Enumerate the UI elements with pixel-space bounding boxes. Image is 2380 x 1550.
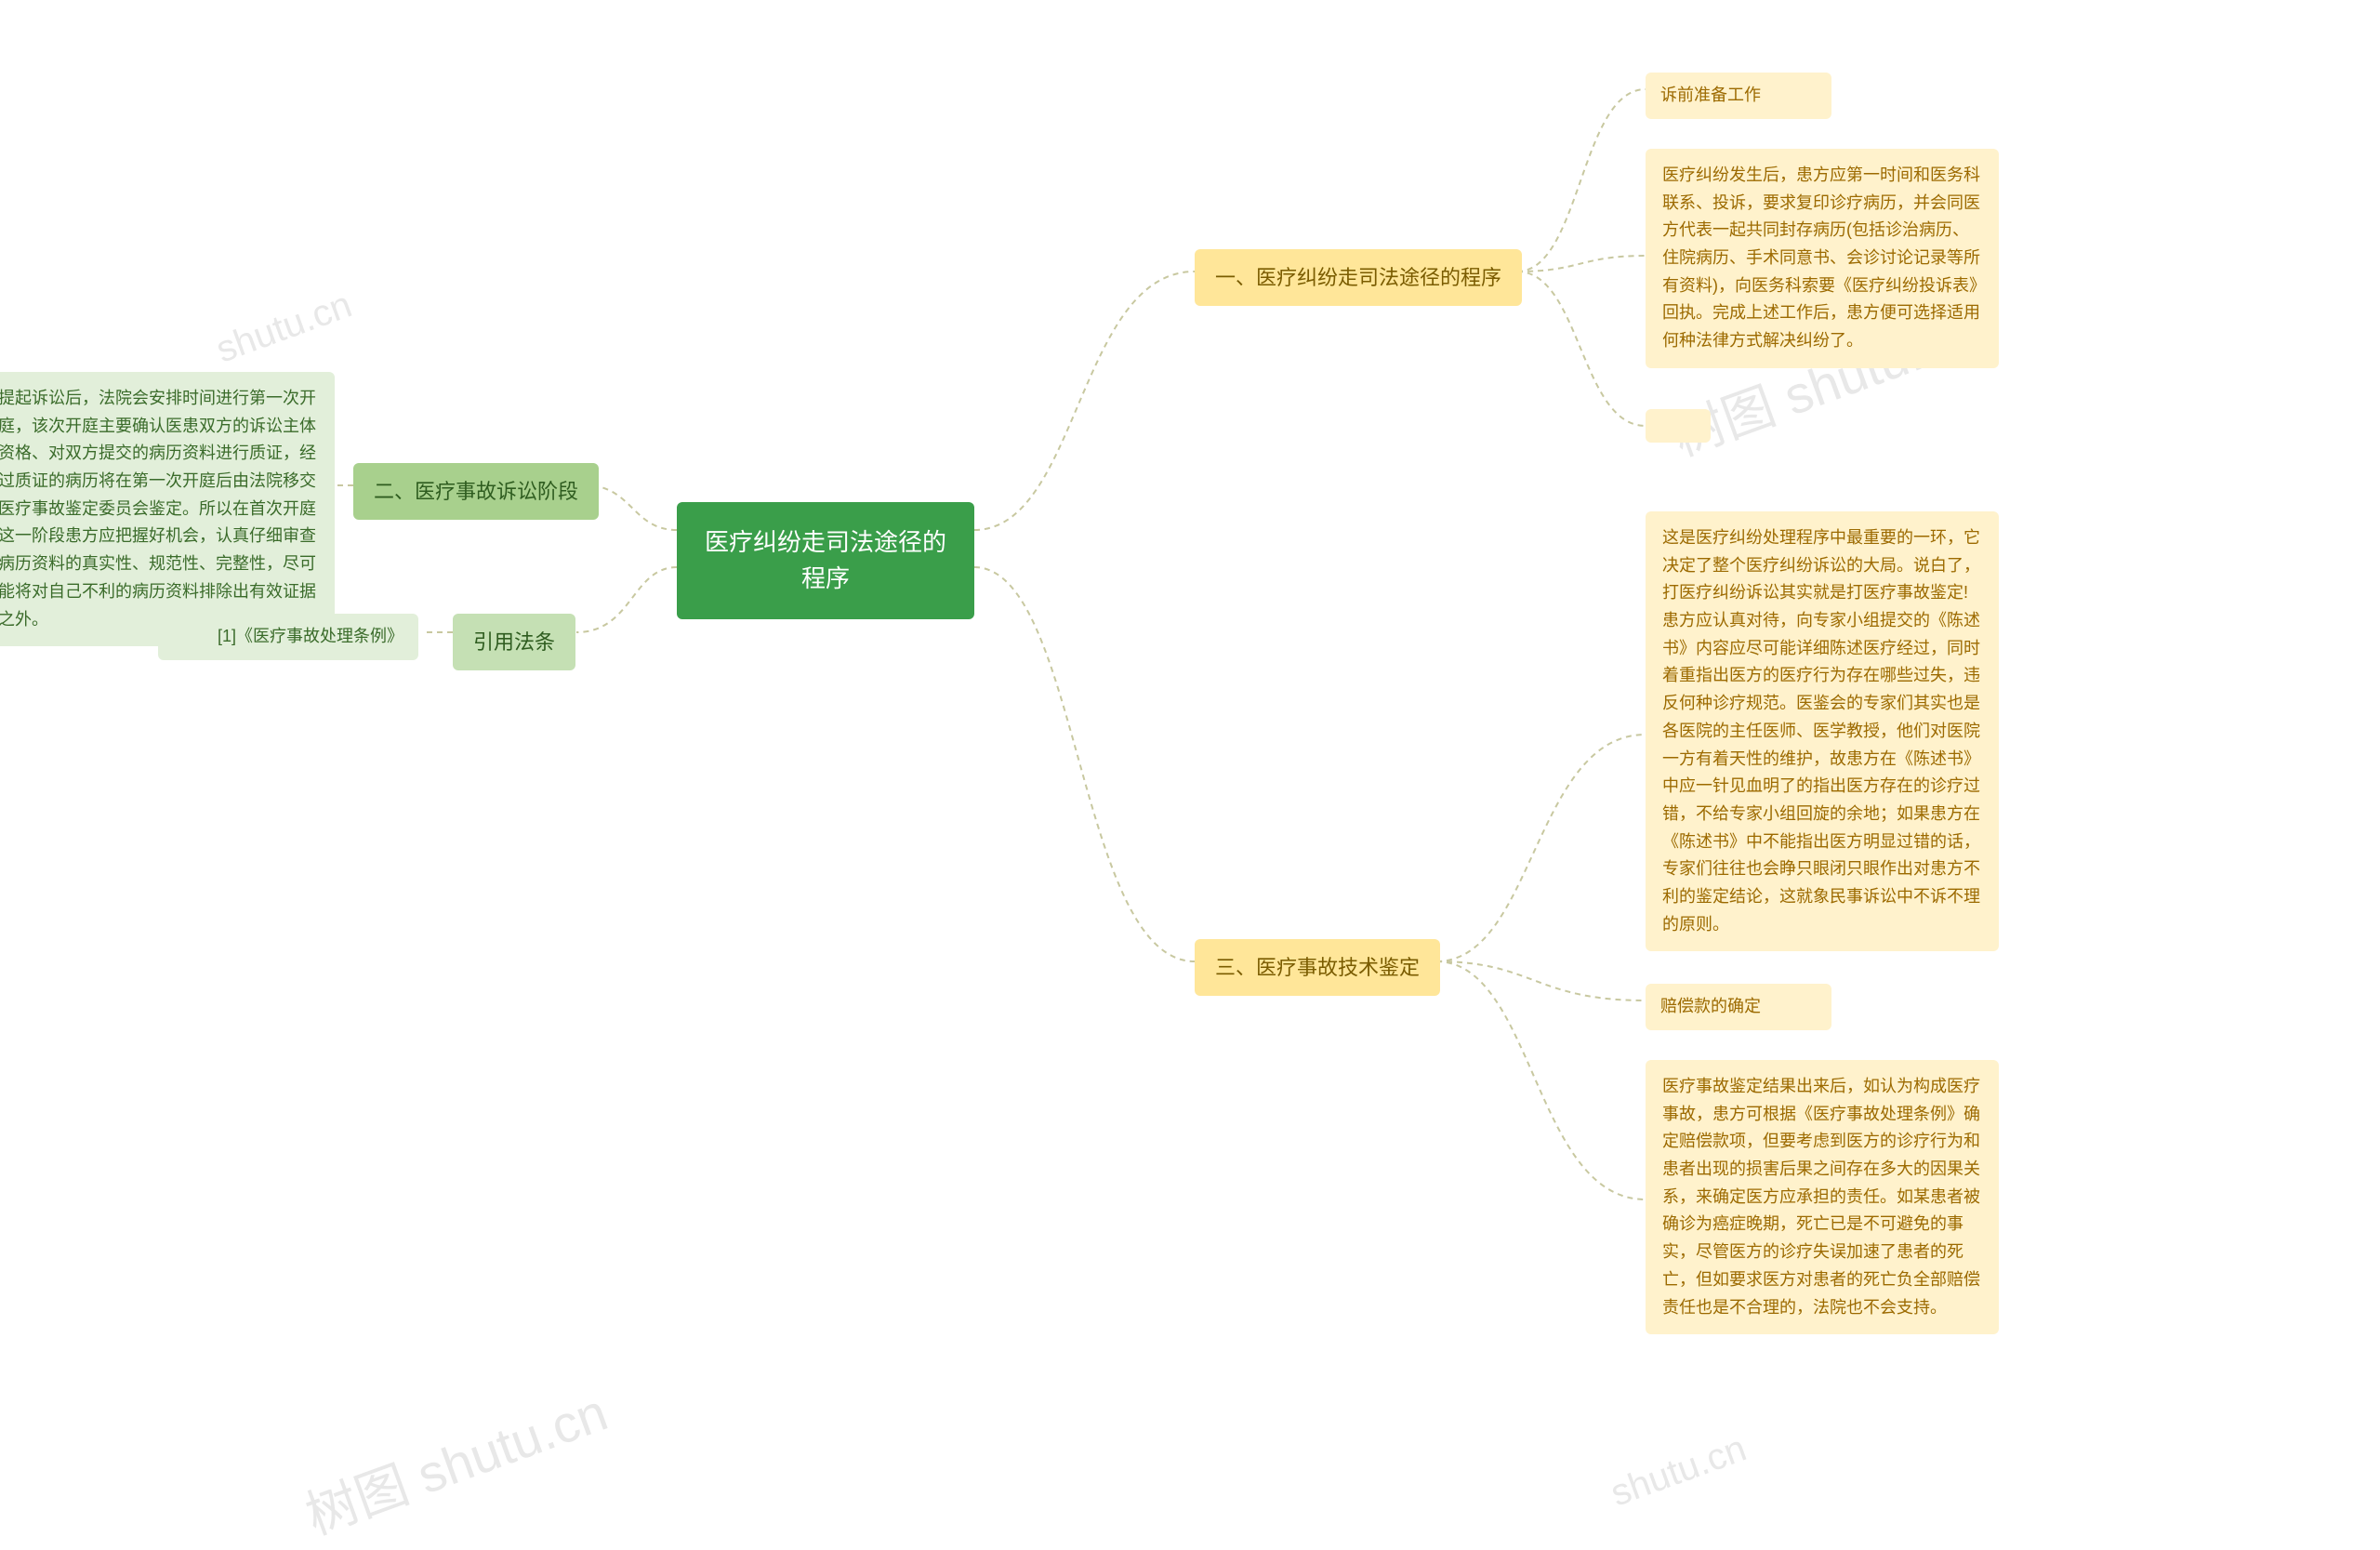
branch-4-leaf-1[interactable]: [1]《医疗事故处理条例》	[158, 614, 418, 660]
branch-3-leaf-3[interactable]: 医疗事故鉴定结果出来后，如认为构成医疗事故，患方可根据《医疗事故处理条例》确定赔…	[1646, 1060, 1999, 1334]
branch-3-leaf-2[interactable]: 赔偿款的确定	[1646, 984, 1831, 1030]
branch-2[interactable]: 二、医疗事故诉讼阶段	[353, 463, 599, 520]
branch-1-leaf-1[interactable]: 诉前准备工作	[1646, 73, 1831, 119]
watermark: shutu.cn	[1606, 1427, 1752, 1515]
connectors-layer	[0, 0, 2380, 1517]
branch-3-leaf-1[interactable]: 这是医疗纠纷处理程序中最重要的一环，它决定了整个医疗纠纷诉讼的大局。说白了，打医…	[1646, 511, 1999, 951]
branch-4[interactable]: 引用法条	[453, 614, 575, 670]
branch-1-leaf-2[interactable]: 医疗纠纷发生后，患方应第一时间和医务科联系、投诉，要求复印诊疗病历，并会同医方代…	[1646, 149, 1999, 368]
branch-1-leaf-3[interactable]	[1646, 409, 1711, 443]
branch-3[interactable]: 三、医疗事故技术鉴定	[1195, 939, 1440, 996]
center-node[interactable]: 医疗纠纷走司法途径的程序	[677, 502, 974, 619]
watermark: shutu.cn	[211, 284, 357, 371]
branch-2-leaf-1[interactable]: 提起诉讼后，法院会安排时间进行第一次开庭，该次开庭主要确认医患双方的诉讼主体资格…	[0, 372, 335, 646]
branch-1[interactable]: 一、医疗纠纷走司法途径的程序	[1195, 249, 1522, 306]
watermark: 树图 shutu.cn	[294, 1371, 616, 1549]
